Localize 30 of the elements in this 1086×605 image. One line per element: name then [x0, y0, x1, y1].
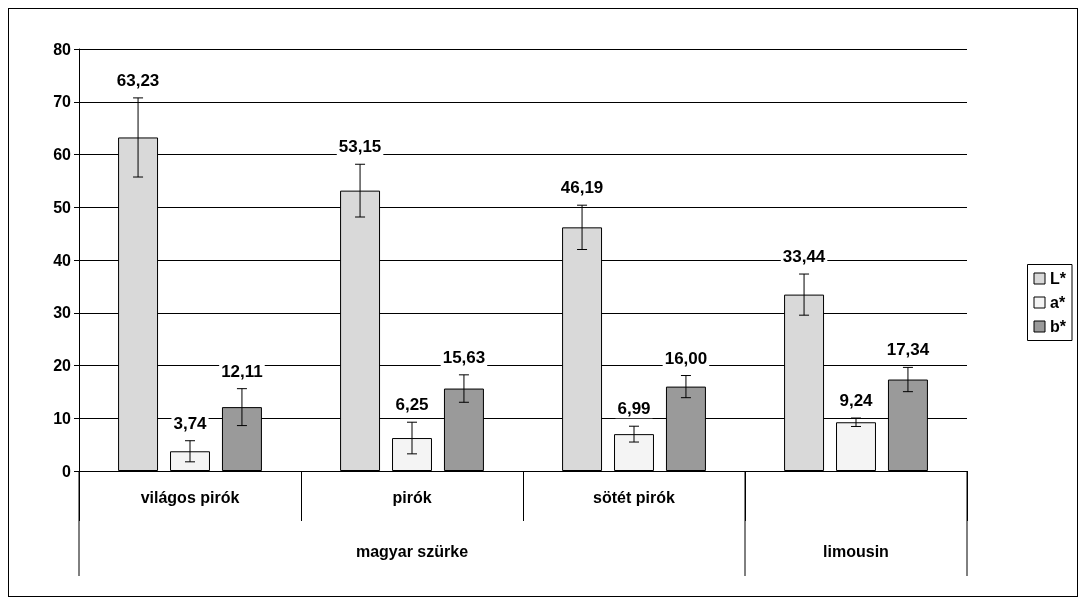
legend-label: L*	[1050, 270, 1067, 287]
data-label: 53,15	[338, 137, 382, 157]
data-label: 12,11	[221, 361, 263, 381]
data-label: 46,19	[560, 178, 604, 198]
data-label: 63,23	[116, 70, 160, 90]
x-tick-label: sötét pirók	[593, 488, 675, 506]
data-label: 6,99	[617, 399, 651, 419]
data-label: 17,34	[886, 340, 930, 360]
text: limousin	[823, 542, 889, 560]
y-tick-label: 30	[53, 304, 72, 322]
y-tick-label: 10	[53, 409, 72, 427]
bar	[836, 422, 876, 471]
y-tick-label: 50	[53, 198, 72, 216]
x-tick-label: pirók	[392, 488, 432, 506]
text: magyar szürke	[355, 542, 469, 560]
data-label: 3,74	[173, 413, 208, 433]
y-tick-label: 70	[53, 93, 72, 111]
data-label: 9,24	[839, 391, 874, 411]
y-tick-label: 40	[53, 251, 72, 269]
legend-label: b*	[1050, 318, 1067, 335]
y-tick-label: 20	[53, 357, 72, 374]
data-label: 33,44	[782, 247, 826, 267]
data-label: 16,00	[664, 348, 708, 368]
data-label: 6,25	[395, 395, 429, 415]
data-label: 15,63	[442, 347, 486, 367]
y-tick-label: 60	[53, 146, 72, 163]
x-tick-label: világos pirók	[140, 488, 240, 506]
y-tick-label: 80	[53, 40, 72, 58]
legend-label: a*	[1050, 294, 1066, 311]
y-tick-label: 0	[62, 462, 72, 480]
